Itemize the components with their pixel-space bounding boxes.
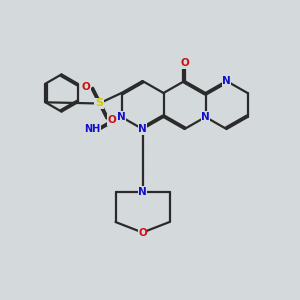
Text: N: N	[138, 124, 147, 134]
Text: O: O	[138, 227, 147, 238]
Text: NH: NH	[84, 124, 100, 134]
Text: O: O	[82, 82, 91, 92]
Text: N: N	[222, 76, 231, 86]
Text: N: N	[138, 187, 147, 197]
Text: N: N	[201, 112, 210, 122]
Text: S: S	[95, 98, 103, 109]
Text: O: O	[180, 58, 189, 68]
Text: O: O	[107, 115, 116, 125]
Text: N: N	[138, 124, 147, 134]
Text: N: N	[117, 112, 126, 122]
